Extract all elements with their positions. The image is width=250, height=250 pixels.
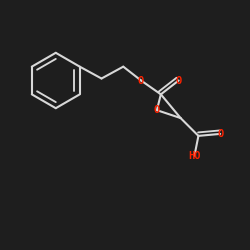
- Text: O: O: [138, 76, 144, 86]
- Text: HO: HO: [188, 151, 201, 161]
- Text: O: O: [217, 129, 223, 139]
- Text: O: O: [176, 76, 182, 86]
- Text: O: O: [154, 105, 160, 115]
